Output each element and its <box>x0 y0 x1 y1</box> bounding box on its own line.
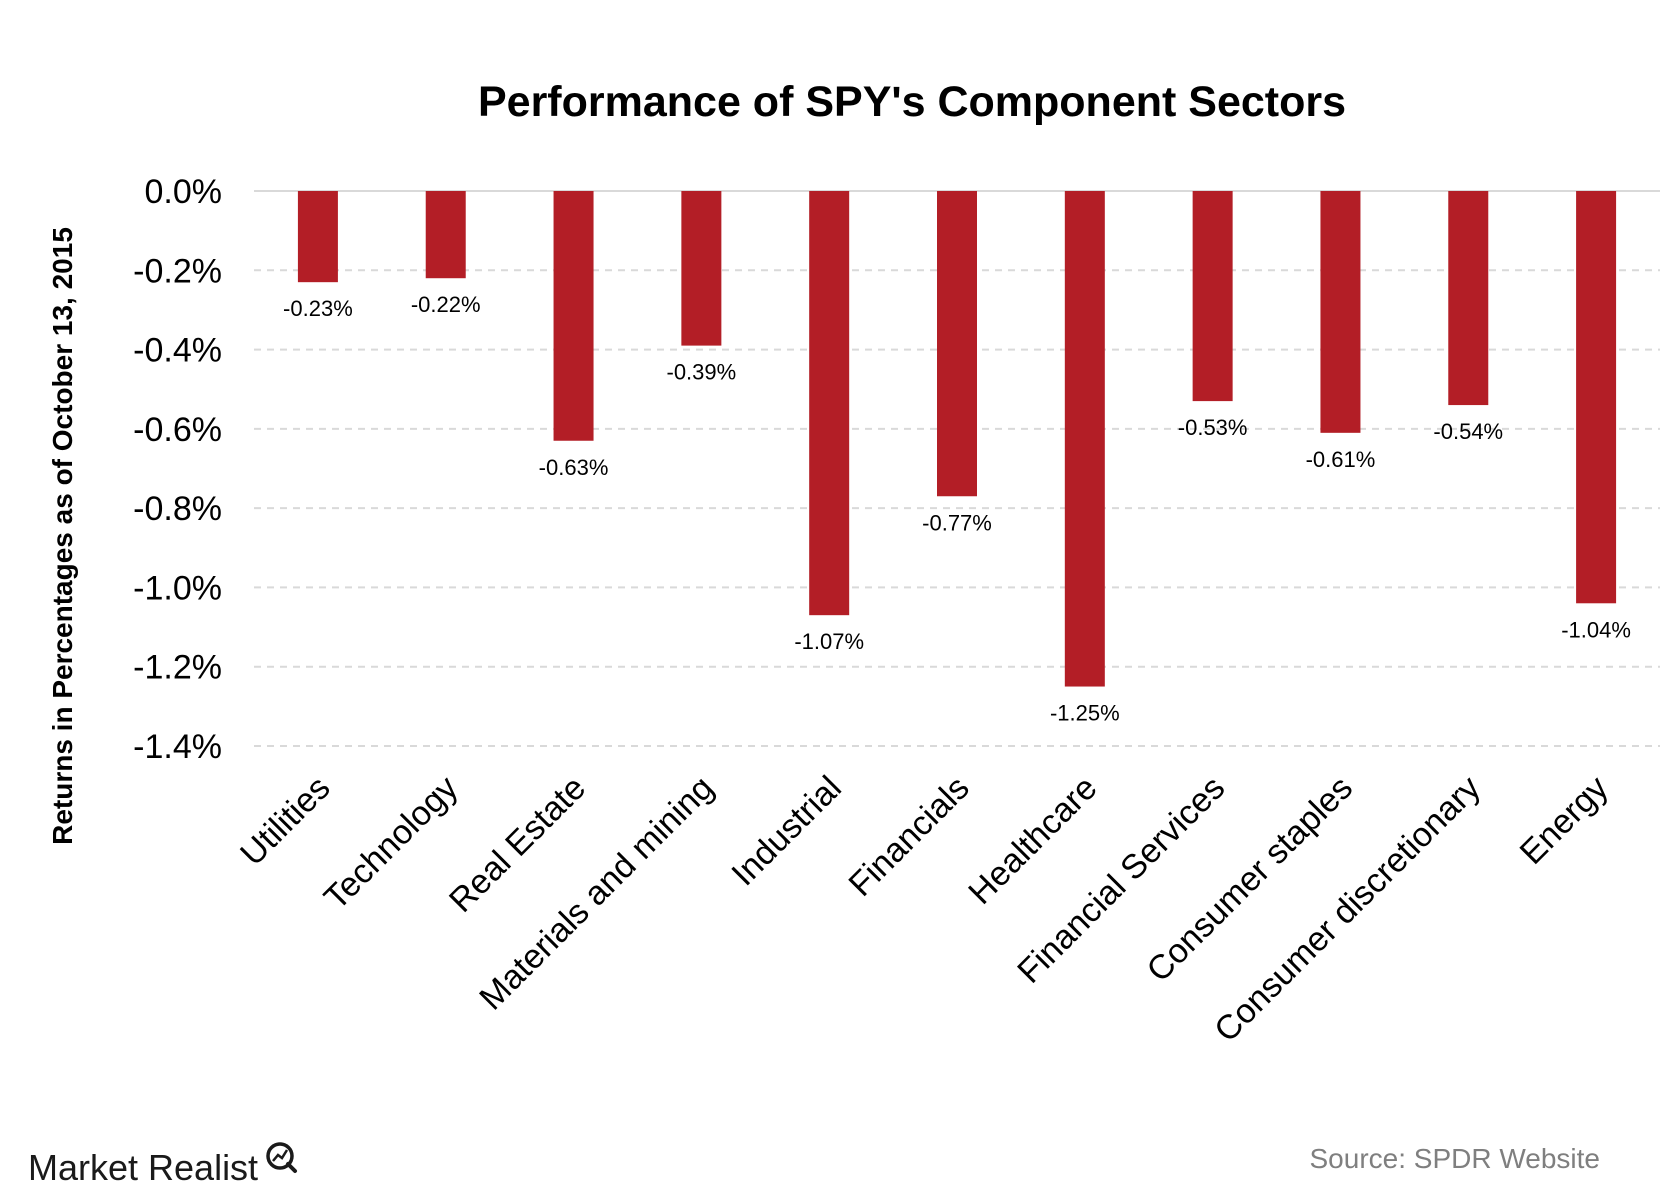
y-tick-label: -0.4% <box>133 332 222 370</box>
bar <box>937 191 977 497</box>
data-label: -0.23% <box>283 296 353 321</box>
category-label: Consumer discretionary <box>1207 769 1488 1050</box>
y-tick-label: -0.6% <box>133 411 222 449</box>
bar <box>1576 191 1617 604</box>
magnifier-chart-icon <box>266 1142 297 1173</box>
y-tick-label: 0.0% <box>145 173 223 211</box>
chart-title: Performance of SPY's Component Sectors <box>478 78 1346 126</box>
data-label: -1.07% <box>794 629 864 654</box>
y-tick-label: -1.2% <box>133 649 222 687</box>
data-label: -0.22% <box>411 292 481 317</box>
category-label: Financials <box>842 769 977 904</box>
category-label: Industrial <box>724 769 848 893</box>
data-label: -0.77% <box>922 510 992 535</box>
y-tick-label: -0.2% <box>133 252 222 290</box>
data-label: -0.53% <box>1178 415 1248 440</box>
y-axis-ticks: 0.0% -0.2% -0.4% -0.6% -0.8% -1.0% -1.2% -1.4% <box>133 173 222 766</box>
data-labels: -0.23% -0.22% -0.63% -0.39% -1.07% -0.77% -1.2… <box>283 292 1631 725</box>
bar <box>1192 191 1233 402</box>
data-label: -0.63% <box>539 455 609 480</box>
logo-wordmark: Market Realist <box>28 1147 258 1188</box>
data-label: -1.04% <box>1561 617 1631 642</box>
bar <box>553 191 594 441</box>
bar <box>297 191 338 283</box>
bar <box>425 191 466 279</box>
source-note: Source: SPDR Website <box>1310 1143 1601 1174</box>
category-label: Energy <box>1513 769 1616 872</box>
data-label: -1.25% <box>1050 701 1120 726</box>
y-axis-label: Returns in Percentages as of October 13,… <box>47 227 78 845</box>
bar <box>809 191 850 616</box>
bar <box>1320 191 1361 433</box>
y-tick-label: -1.4% <box>133 728 222 766</box>
market-realist-logo: Market Realist <box>28 1142 297 1188</box>
bars <box>297 191 1617 687</box>
category-label: Utilities <box>233 769 337 873</box>
data-label: -0.61% <box>1306 447 1376 472</box>
data-label: -0.54% <box>1433 419 1503 444</box>
data-label: -0.39% <box>667 360 737 385</box>
y-tick-label: -0.8% <box>133 490 222 528</box>
bar <box>681 191 722 346</box>
category-label: Materials and mining <box>472 769 721 1018</box>
y-tick-label: -1.0% <box>133 569 222 607</box>
bar <box>1064 191 1105 687</box>
bar <box>1448 191 1489 406</box>
